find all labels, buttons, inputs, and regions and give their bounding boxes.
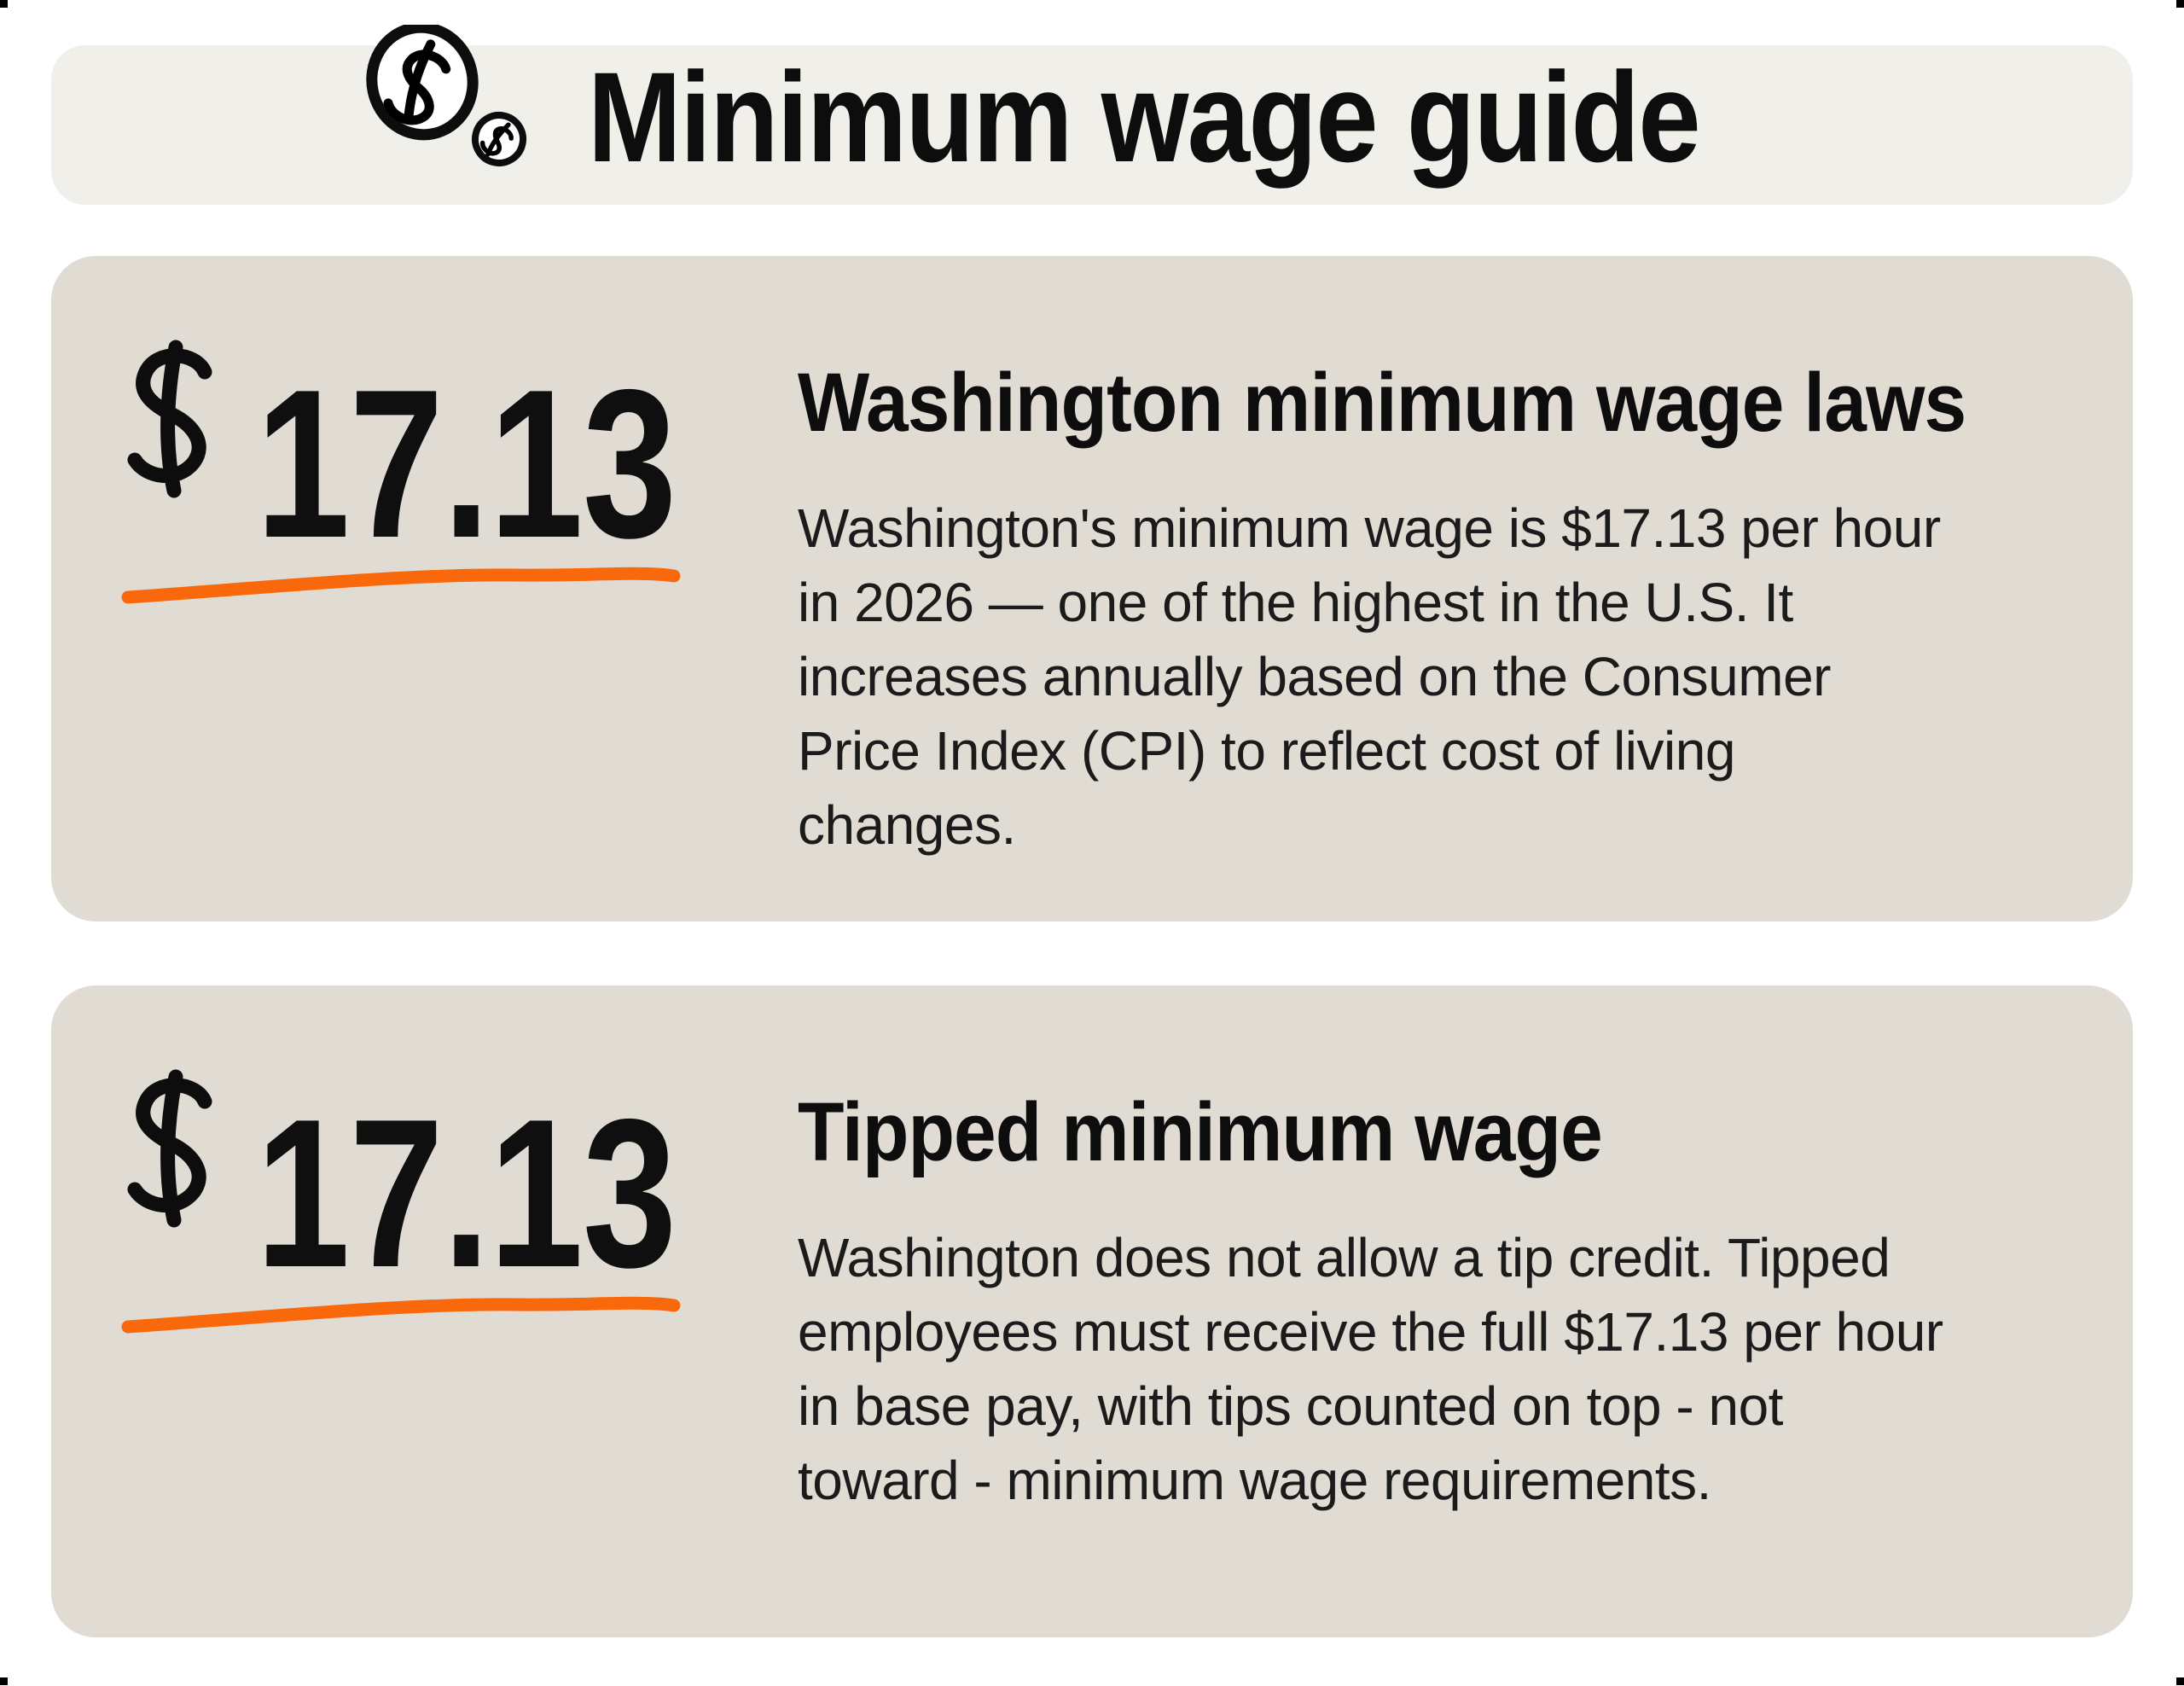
card-text-block: Tipped minimum wage Washington does not … bbox=[798, 985, 2073, 1518]
corner-mark-top-left bbox=[0, 0, 8, 8]
page-title: Minimum wage guide bbox=[587, 45, 1700, 189]
card-heading: Tipped minimum wage bbox=[798, 1085, 1603, 1178]
tipped-wage-card: 17.13 Tipped minimum wage Washington doe… bbox=[51, 985, 2133, 1637]
card-body: Washington does not allow a tip credit. … bbox=[798, 1227, 1943, 1511]
corner-mark-bottom-right bbox=[2176, 1677, 2184, 1685]
minimum-wage-card: 17.13 Washington minimum wage laws Washi… bbox=[51, 256, 2133, 921]
card-text-block: Washington minimum wage laws Washington'… bbox=[798, 256, 2073, 863]
card-heading: Washington minimum wage laws bbox=[798, 356, 1966, 449]
corner-mark-top-right bbox=[2176, 0, 2184, 8]
header-banner: Minimum wage guide bbox=[51, 25, 2133, 205]
amount-value: 17.13 bbox=[256, 1074, 677, 1311]
amount-value: 17.13 bbox=[256, 345, 677, 582]
dollar-sign-doodle-icon bbox=[127, 340, 212, 498]
corner-mark-bottom-left bbox=[0, 1677, 8, 1685]
orange-underline-doodle bbox=[121, 1296, 681, 1334]
orange-underline-doodle bbox=[121, 567, 681, 604]
card-body: Washington's minimum wage is $17.13 per … bbox=[798, 497, 1941, 856]
dollar-sign-doodle-icon bbox=[127, 1069, 212, 1228]
dollar-coins-icon bbox=[366, 25, 526, 166]
